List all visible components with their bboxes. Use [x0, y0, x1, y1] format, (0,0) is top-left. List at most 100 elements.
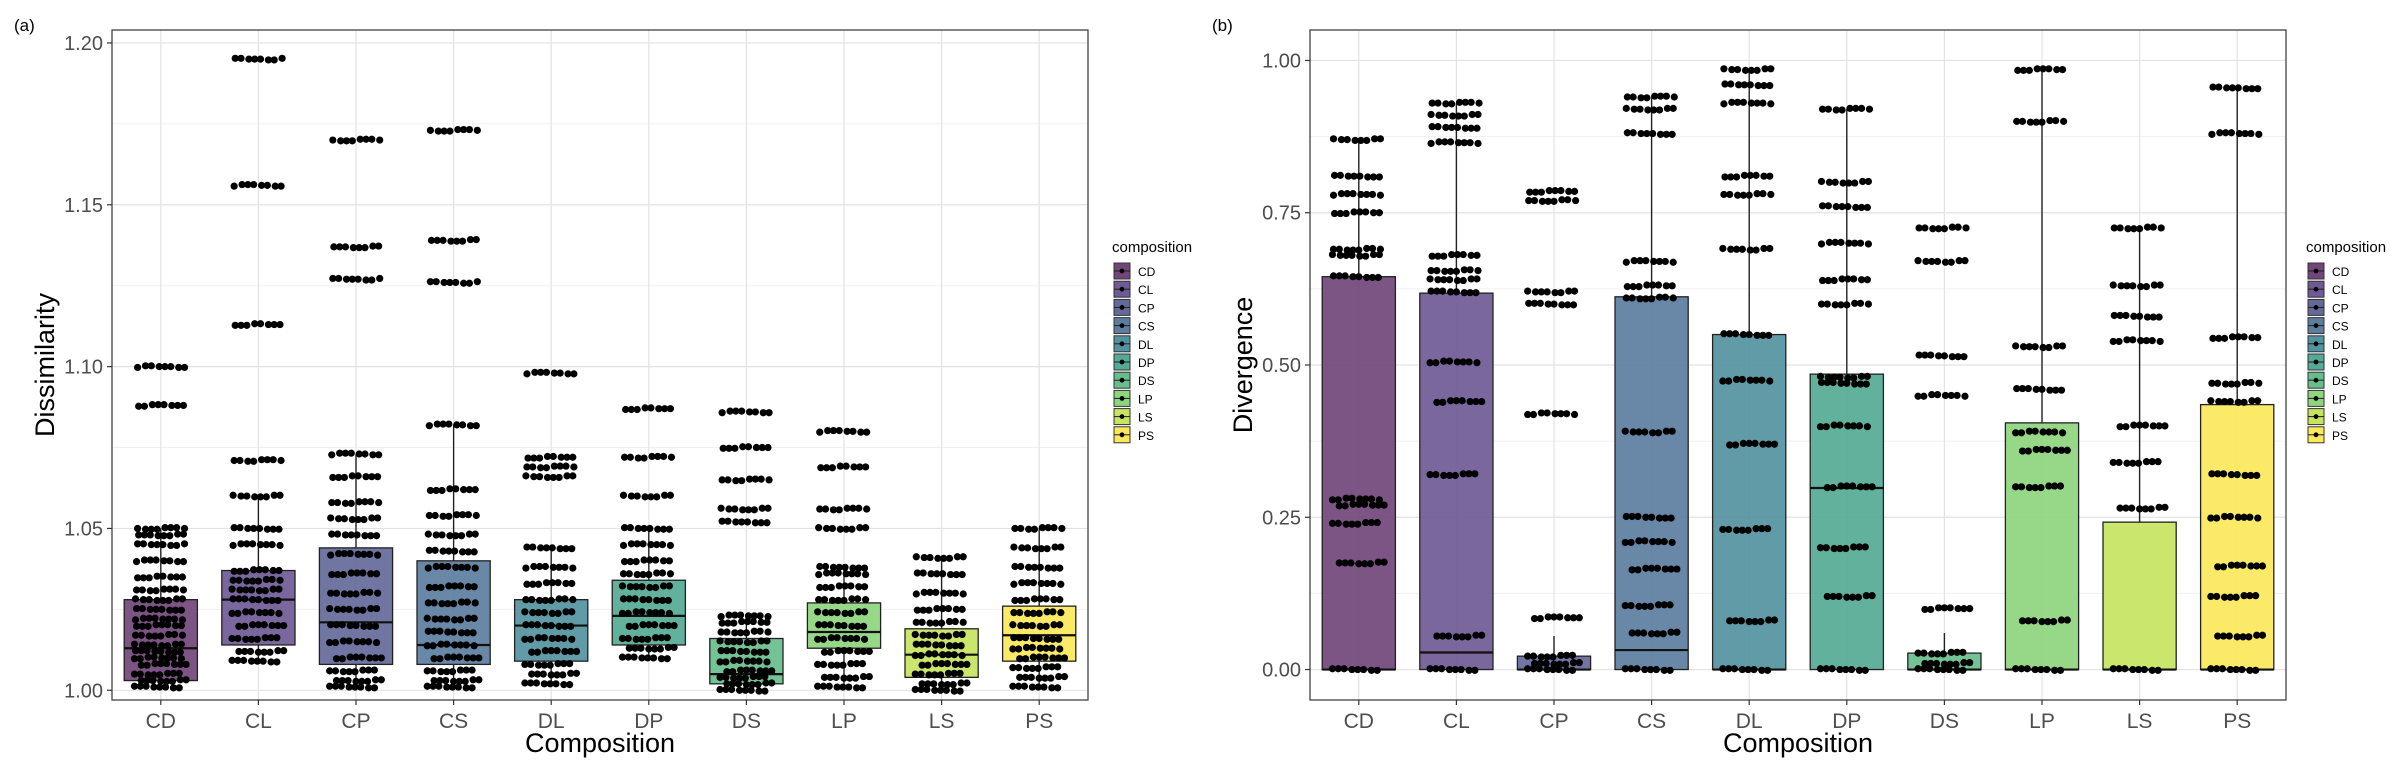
- data-point: [556, 545, 564, 553]
- data-point: [552, 680, 560, 688]
- data-point: [1465, 470, 1473, 478]
- data-point: [326, 667, 334, 675]
- data-point: [362, 135, 370, 143]
- data-point: [624, 609, 632, 618]
- data-point: [326, 682, 334, 690]
- data-point: [1836, 421, 1844, 429]
- data-point: [918, 680, 926, 688]
- data-point: [956, 669, 964, 677]
- data-point: [178, 595, 187, 603]
- data-point: [523, 543, 531, 551]
- data-point: [1939, 650, 1947, 658]
- data-point: [137, 647, 145, 655]
- data-point: [1856, 239, 1865, 247]
- data-point: [2130, 421, 2138, 429]
- data-point: [446, 127, 454, 135]
- data-point: [1451, 665, 1459, 674]
- data-point: [1355, 246, 1363, 254]
- data-point: [352, 677, 360, 685]
- data-point: [2235, 129, 2243, 138]
- data-point: [152, 556, 160, 564]
- data-point: [335, 515, 343, 523]
- data-point: [1662, 427, 1670, 435]
- data-point: [141, 525, 150, 533]
- data-point: [718, 476, 726, 484]
- x-tick-label: CP: [1539, 710, 1568, 733]
- data-point: [2148, 666, 2156, 674]
- data-point: [1636, 295, 1644, 303]
- data-point: [1861, 543, 1869, 551]
- data-point: [368, 473, 376, 481]
- data-point: [1629, 283, 1637, 291]
- data-point: [2123, 336, 2131, 344]
- data-point: [546, 680, 554, 688]
- data-point: [1641, 537, 1649, 545]
- data-point: [423, 642, 431, 650]
- data-point: [1757, 618, 1765, 626]
- data-point: [2247, 378, 2255, 387]
- data-point: [2057, 386, 2066, 394]
- data-point: [340, 549, 349, 558]
- data-point: [1435, 138, 1443, 146]
- data-point: [1029, 653, 1038, 661]
- data-point: [1660, 666, 1668, 674]
- data-point: [757, 618, 765, 626]
- data-point: [556, 462, 564, 470]
- data-point: [451, 547, 459, 555]
- data-point: [132, 622, 141, 630]
- data-point: [366, 550, 374, 558]
- data-point: [1335, 502, 1343, 510]
- data-point: [1649, 429, 1657, 437]
- data-point: [2056, 666, 2065, 674]
- data-point: [1940, 604, 1948, 612]
- data-point: [624, 653, 632, 661]
- data-point: [1048, 644, 1056, 652]
- data-point: [1466, 139, 1474, 147]
- data-point: [572, 669, 581, 677]
- data-point: [532, 679, 541, 687]
- data-point: [1739, 98, 1748, 106]
- data-point: [246, 647, 255, 656]
- data-point: [2109, 337, 2117, 346]
- data-point: [1357, 136, 1365, 145]
- data-point: [1035, 653, 1043, 661]
- data-point: [243, 492, 251, 500]
- legend-label: CL: [2332, 283, 2348, 297]
- data-point: [2149, 223, 2157, 231]
- data-point: [2053, 342, 2061, 350]
- data-point: [363, 677, 372, 685]
- data-point: [426, 126, 435, 134]
- data-point: [450, 600, 458, 608]
- data-point: [436, 627, 444, 635]
- data-point: [1746, 81, 1754, 89]
- data-point: [853, 684, 861, 692]
- data-point: [826, 648, 834, 656]
- data-point: [1453, 250, 1462, 259]
- data-point: [134, 524, 142, 533]
- legend-item-ps: PS: [1113, 426, 1154, 444]
- data-point: [1863, 372, 1871, 380]
- legend-label: PS: [2332, 429, 2348, 443]
- data-point: [171, 606, 180, 614]
- data-point: [932, 619, 940, 627]
- data-point: [2136, 421, 2144, 429]
- data-point: [1649, 538, 1657, 546]
- data-point: [1948, 353, 1956, 361]
- box-dp: [611, 404, 687, 663]
- data-point: [958, 570, 966, 579]
- data-point: [1049, 654, 1057, 662]
- data-point: [1010, 609, 1018, 617]
- data-point: [1726, 190, 1734, 199]
- data-point: [555, 563, 563, 571]
- data-point: [1622, 258, 1630, 266]
- data-point: [372, 638, 381, 647]
- data-point: [664, 596, 672, 605]
- data-point: [429, 667, 437, 675]
- data-point: [359, 638, 367, 646]
- data-point: [1055, 635, 1063, 643]
- data-point: [372, 604, 381, 613]
- data-point: [737, 647, 745, 656]
- data-point: [2019, 66, 2028, 74]
- data-point: [1822, 665, 1830, 673]
- data-point: [2254, 514, 2262, 522]
